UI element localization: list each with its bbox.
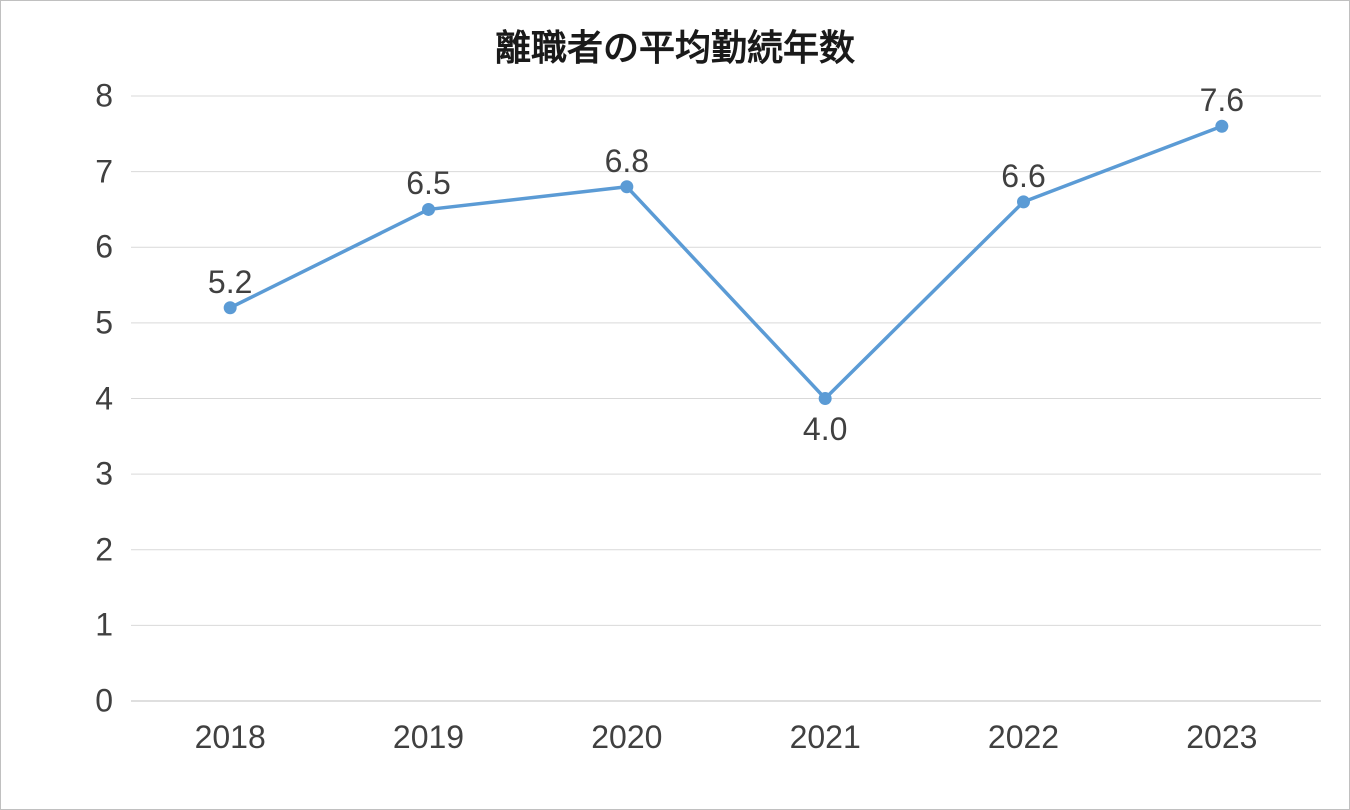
chart-plot-svg bbox=[131, 96, 1321, 701]
y-tick-label: 0 bbox=[1, 683, 113, 720]
data-label: 6.8 bbox=[605, 143, 649, 180]
x-tick-label: 2018 bbox=[195, 719, 266, 756]
y-tick-label: 2 bbox=[1, 531, 113, 568]
y-tick-label: 3 bbox=[1, 456, 113, 493]
data-label: 6.6 bbox=[1001, 158, 1045, 195]
data-label: 5.2 bbox=[208, 264, 252, 301]
y-tick-label: 8 bbox=[1, 78, 113, 115]
data-label: 7.6 bbox=[1200, 82, 1244, 119]
x-tick-label: 2023 bbox=[1186, 719, 1257, 756]
x-tick-label: 2021 bbox=[790, 719, 861, 756]
y-tick-label: 7 bbox=[1, 153, 113, 190]
data-label: 6.5 bbox=[406, 165, 450, 202]
x-tick-label: 2019 bbox=[393, 719, 464, 756]
chart-title: 離職者の平均勤続年数 bbox=[1, 19, 1349, 71]
y-tick-label: 5 bbox=[1, 304, 113, 341]
chart-frame: 離職者の平均勤続年数 0 1 2 3 4 5 6 7 8 2018 2019 2020 2021 2022… bbox=[0, 0, 1350, 810]
x-tick-label: 2020 bbox=[591, 719, 662, 756]
data-label: 4.0 bbox=[803, 411, 847, 448]
x-tick-label: 2022 bbox=[988, 719, 1059, 756]
y-tick-label: 1 bbox=[1, 607, 113, 644]
y-tick-label: 6 bbox=[1, 229, 113, 266]
y-tick-label: 4 bbox=[1, 380, 113, 417]
